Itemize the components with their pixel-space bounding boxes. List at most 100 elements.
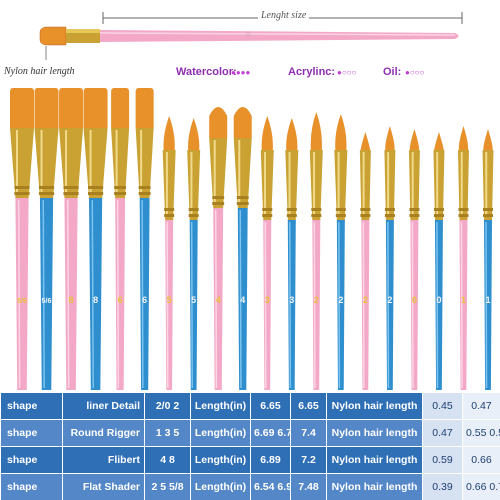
brush-11: 3	[260, 116, 274, 390]
ferrule-shine	[238, 140, 241, 204]
ferrule-ring	[262, 208, 273, 211]
ferrule-ring	[38, 186, 55, 189]
table-cell-shape: shape	[0, 446, 63, 474]
brush-size-label: 3	[265, 295, 270, 305]
handle-shine	[436, 221, 439, 389]
ferrule-ring	[433, 214, 444, 217]
handle-pink	[312, 220, 321, 390]
handle-blue	[39, 198, 54, 390]
brush-size-label: 2	[387, 295, 392, 305]
brush-size-label: 2	[314, 295, 319, 305]
table-cell-shape: shape	[0, 392, 63, 420]
ferrule-ring	[188, 208, 199, 211]
brush-17: 0	[408, 129, 420, 390]
ferrule-shine	[140, 130, 143, 194]
ferrule-shine	[436, 152, 439, 216]
spec-table: shape liner Detail 2/0 2 Length(in) 6.65 6.65…	[0, 392, 500, 500]
ferrule-shine	[213, 140, 216, 204]
ferrule-ring	[138, 192, 151, 195]
table-cell-nv: 0.39	[422, 473, 463, 500]
bristle-tip	[310, 112, 322, 150]
brush-9: 4	[209, 107, 228, 390]
brush-size-label: 5/6	[42, 298, 52, 305]
table-cell-shape: shape	[0, 473, 63, 500]
ferrule-ring	[14, 192, 30, 195]
acrylic-rating-label: Acrylinc:	[288, 66, 336, 78]
ferrule-ring	[483, 214, 493, 217]
ferrule-ring	[14, 186, 30, 189]
bristle-tip	[286, 118, 298, 150]
ferrule-shine	[411, 152, 414, 216]
table-cell-nylon: Nylon hair length	[326, 446, 423, 474]
brush-size-label: 4	[240, 295, 245, 305]
table-cell-name: liner Detail	[62, 392, 145, 420]
brush-size-label: 0	[412, 295, 417, 305]
ferrule-ring	[262, 214, 273, 217]
table-cell-nv: 0.47	[422, 419, 463, 447]
handle-pink	[361, 220, 370, 390]
bristle-tip	[335, 114, 347, 150]
ferrule-ring	[384, 208, 395, 211]
nylon-hair-length-label: Nylon hair length	[4, 66, 75, 77]
ferrule-ring	[236, 196, 249, 199]
brush-size-label: 5	[191, 295, 196, 305]
handle-shine	[485, 221, 488, 389]
brush-16: 2	[384, 126, 396, 390]
ferrule-shine	[337, 152, 340, 216]
table-cell-nylon: Nylon hair length	[326, 392, 423, 420]
handle-shine	[387, 221, 390, 389]
brush-6: 6	[135, 88, 154, 390]
handle-shine	[116, 199, 120, 389]
acrylic-rating-dots: ●○○○	[337, 68, 357, 77]
ferrule-shine	[485, 152, 488, 216]
brush-size-label: 6	[142, 295, 147, 305]
handle-shine	[239, 209, 242, 389]
ferrule-ring	[212, 202, 225, 205]
handle-shine	[313, 221, 316, 389]
ferrule-shine	[40, 130, 43, 194]
table-cell-lenv: 6.89	[250, 446, 291, 474]
handle-shine	[214, 209, 218, 389]
brush-19: 1	[457, 126, 469, 390]
ferrule-ring	[87, 186, 104, 189]
ferrule-ring	[311, 208, 322, 211]
ferrule-shine	[65, 130, 68, 194]
brush-size-label: 2	[338, 295, 343, 305]
bristle-tip	[59, 88, 84, 128]
table-cell-lenv2: 7.4	[290, 419, 327, 447]
handle-shine	[67, 199, 70, 389]
table-row: shape Round Rigger 1 3 5 Length(in) 6.69 6. 7…	[0, 419, 500, 447]
table-row: shape Flat Shader 2 5 5/8 Length(in) 6.54 6.…	[0, 473, 500, 500]
table-cell-len: Length(in)	[190, 392, 251, 420]
bristle-tip	[188, 118, 200, 150]
watercolor-rating-dots: ●●●●	[231, 68, 251, 77]
handle-shine	[289, 221, 292, 389]
table-cell-lenv: 6.65	[250, 392, 291, 420]
oil-rating-label: Oil:	[383, 66, 402, 78]
table-cell-sizes: 1 3 5	[144, 419, 191, 447]
ferrule-shine	[16, 130, 18, 194]
ferrule-ring	[335, 208, 346, 211]
ferrule-ring	[409, 214, 420, 217]
brush-size-label: 1	[485, 295, 490, 305]
table-cell-len: Length(in)	[190, 419, 251, 447]
brush-size-label: 6	[118, 295, 123, 305]
ferrule-ring	[458, 214, 469, 217]
table-cell-lenv2: 6.65	[290, 392, 327, 420]
handle-shine	[264, 221, 267, 389]
brush-size-label: 5/6	[17, 298, 27, 305]
ferrule-ring	[87, 192, 104, 195]
handle-blue	[484, 220, 492, 390]
handle-shine	[141, 199, 144, 389]
brush-1: 5/6	[10, 88, 34, 390]
handle-pink	[165, 220, 174, 390]
ferrule-ring	[164, 214, 175, 217]
bristle-tip	[111, 88, 130, 128]
brush-size-label: 1	[461, 295, 466, 305]
ferrule-ring	[138, 186, 151, 189]
handle-pink	[263, 220, 272, 390]
ferrule-ring	[311, 214, 322, 217]
brush-size-label: 3	[289, 295, 294, 305]
table-cell-nv2: 0.66 0.7	[462, 473, 500, 500]
